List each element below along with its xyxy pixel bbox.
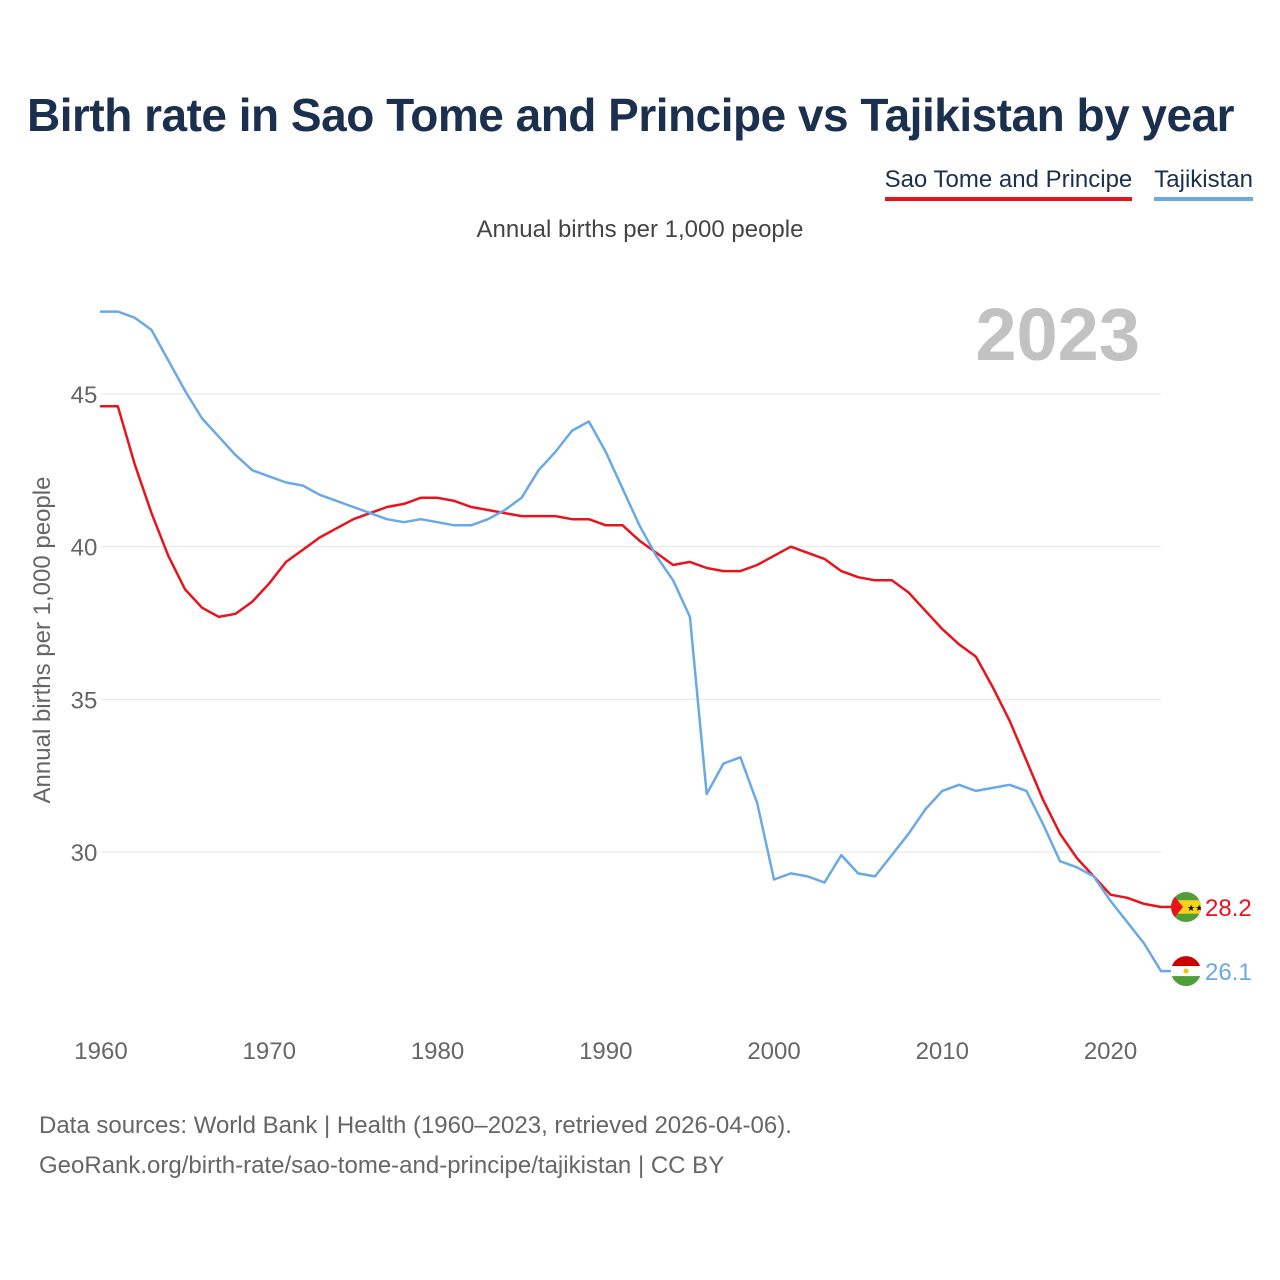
year-watermark: 2023 xyxy=(975,293,1140,376)
sao-tome-flag-icon: ★★ xyxy=(1171,891,1203,922)
data-source-text: Data sources: World Bank | Health (1960–… xyxy=(39,1112,792,1139)
source-url-text[interactable]: GeoRank.org/birth-rate/sao-tome-and-prin… xyxy=(39,1152,725,1179)
y-tick-label-45: 45 xyxy=(71,382,98,409)
end-label-sao-tome-and-principe: 28.2 xyxy=(1205,895,1252,922)
tajikistan-flag-icon xyxy=(1171,956,1201,987)
x-tick-label-2020: 2020 xyxy=(1084,1038,1137,1065)
x-tick-label-2000: 2000 xyxy=(747,1038,800,1065)
chart-subtitle: Annual births per 1,000 people xyxy=(476,216,804,243)
legend: Sao Tome and Principe Tajikistan xyxy=(884,166,1253,201)
x-tick-label-2010: 2010 xyxy=(916,1038,969,1065)
y-axis-label: Annual births per 1,000 people xyxy=(29,477,56,804)
legend-item-sao-tome-and-principe[interactable]: Sao Tome and Principe xyxy=(884,166,1133,201)
footer: Data sources: World Bank | Health (1960–… xyxy=(39,1106,792,1186)
series-line-tajikistan[interactable] xyxy=(99,310,1163,973)
legend-item-tajikistan[interactable]: Tajikistan xyxy=(1154,166,1253,201)
x-tick-label-1960: 1960 xyxy=(74,1038,127,1065)
end-label-tajikistan: 26.1 xyxy=(1205,959,1252,986)
chart-title: Birth rate in Sao Tome and Principe vs T… xyxy=(27,89,1235,141)
x-tick-label-1970: 1970 xyxy=(243,1038,296,1065)
y-tick-label-30: 30 xyxy=(71,840,98,867)
y-tick-label-35: 35 xyxy=(71,687,98,714)
series-line-sao-tome-and-principe[interactable] xyxy=(99,404,1163,909)
svg-text:★★: ★★ xyxy=(1187,904,1203,914)
x-tick-label-1990: 1990 xyxy=(579,1038,632,1065)
x-tick-label-1980: 1980 xyxy=(411,1038,464,1065)
y-tick-label-40: 40 xyxy=(71,535,98,562)
